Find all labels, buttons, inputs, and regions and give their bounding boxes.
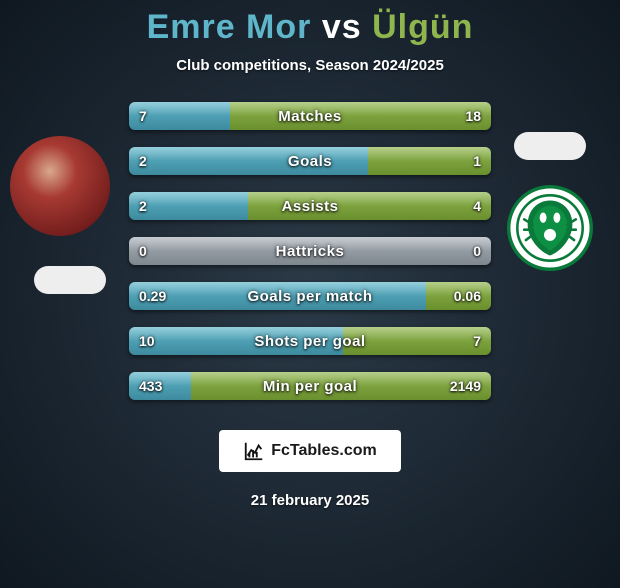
comparison-title: Emre Mor vs Ülgün [0, 8, 620, 47]
stat-row: 718Matches [129, 102, 491, 130]
stat-row: 107Shots per goal [129, 327, 491, 355]
footer-date: 21 february 2025 [0, 492, 620, 509]
player1-name: Emre Mor [147, 8, 312, 46]
brand-text: FcTables.com [271, 442, 377, 460]
stat-label: Hattricks [129, 237, 491, 265]
stat-row: 0.290.06Goals per match [129, 282, 491, 310]
konyaspor-badge-icon [507, 185, 593, 271]
stat-label: Goals [129, 147, 491, 175]
stat-label: Goals per match [129, 282, 491, 310]
player2-club-badge [500, 178, 600, 278]
chart-icon [243, 440, 265, 462]
subtitle: Club competitions, Season 2024/2025 [0, 57, 620, 74]
vs-text: vs [322, 8, 362, 46]
stat-row: 00Hattricks [129, 237, 491, 265]
stat-row: 4332149Min per goal [129, 372, 491, 400]
stat-label: Assists [129, 192, 491, 220]
stat-label: Shots per goal [129, 327, 491, 355]
stat-row: 24Assists [129, 192, 491, 220]
stat-row: 21Goals [129, 147, 491, 175]
player2-name: Ülgün [372, 8, 473, 46]
stats-list: 718Matches 21Goals 24Assists 00Hattricks 0.2… [129, 102, 491, 400]
player1-avatar [10, 136, 110, 236]
stat-label: Min per goal [129, 372, 491, 400]
stat-label: Matches [129, 102, 491, 130]
player2-flag [514, 132, 586, 160]
brand-box: FcTables.com [219, 430, 401, 472]
player1-flag [34, 266, 106, 294]
